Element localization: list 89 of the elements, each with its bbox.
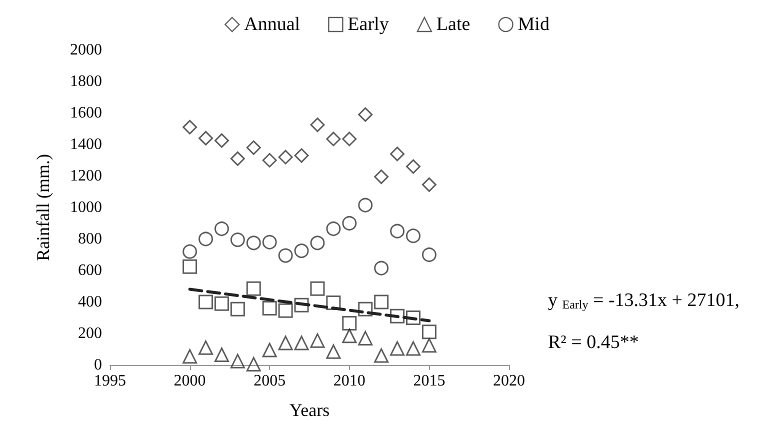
point (198, 340, 214, 355)
point (422, 248, 436, 262)
point (342, 216, 357, 230)
point (358, 330, 373, 346)
point (422, 338, 436, 353)
text: R² = 0.45** (548, 332, 639, 353)
point (262, 234, 277, 250)
x-axis-title: Years (289, 400, 330, 420)
point (230, 232, 245, 248)
point (278, 336, 293, 350)
x-tick-label: 2020 (493, 372, 525, 390)
point (182, 259, 198, 274)
point (198, 130, 214, 146)
point (182, 244, 198, 259)
y-axis-title: Rainfall (mm.) (33, 154, 53, 261)
x-tick-label: 2015 (413, 372, 446, 390)
point (326, 132, 341, 146)
point (310, 281, 325, 296)
legend-label: Annual (244, 14, 300, 35)
point (390, 308, 405, 324)
point (358, 198, 373, 212)
point (294, 244, 309, 258)
x-tick-label: 1995 (94, 372, 126, 390)
point (294, 336, 309, 350)
point (294, 148, 309, 163)
point (358, 107, 373, 122)
point (342, 328, 357, 344)
point (390, 224, 405, 238)
point (246, 236, 261, 250)
point (230, 354, 245, 368)
point (342, 132, 357, 146)
point (390, 341, 405, 356)
point (246, 356, 261, 372)
point (278, 248, 293, 263)
point (406, 310, 420, 325)
x-tick-label: 2005 (254, 372, 286, 390)
point (198, 232, 214, 246)
legend-label: Late (436, 14, 470, 35)
point (262, 342, 277, 358)
point (278, 303, 293, 318)
point (406, 228, 420, 244)
point (390, 146, 405, 162)
y-tick-label: 1800 (70, 73, 102, 90)
point (278, 150, 293, 164)
point (214, 133, 229, 148)
point (374, 260, 389, 276)
y-tick-label: 600 (78, 262, 102, 279)
point (262, 301, 277, 316)
point (230, 302, 245, 316)
x-tick-label: 2000 (174, 372, 206, 390)
point (182, 349, 198, 364)
text: y Early = -13.31x + 27101, (548, 290, 740, 312)
legend-label: Mid (518, 14, 550, 35)
point (310, 118, 325, 132)
point (198, 294, 214, 310)
point (310, 236, 325, 250)
point (246, 140, 261, 155)
point (374, 294, 389, 310)
y-tick-label: 1200 (70, 168, 102, 184)
y-tick-label: 2000 (70, 42, 102, 58)
point (374, 170, 389, 184)
y-tick-label: 0 (94, 356, 102, 374)
y-tick-label: 200 (78, 325, 102, 342)
point (326, 344, 341, 359)
point (406, 341, 420, 356)
legend-label: Early (348, 14, 390, 35)
y-tick-label: 400 (78, 294, 102, 310)
point (358, 302, 373, 316)
point (214, 296, 229, 311)
point (246, 281, 261, 296)
point (422, 177, 436, 192)
y-tick-label: 1000 (70, 199, 102, 216)
point (294, 298, 309, 312)
point (182, 120, 198, 134)
point (262, 153, 277, 168)
point (422, 324, 436, 340)
y-tick-label: 1600 (70, 104, 102, 122)
y-tick-label: 1400 (70, 136, 102, 153)
point (230, 151, 245, 166)
x-tick-label: 2010 (333, 372, 366, 390)
point (374, 348, 389, 363)
point (214, 222, 229, 236)
point (342, 316, 357, 331)
point (326, 296, 341, 310)
point (326, 222, 341, 236)
point (406, 159, 420, 174)
y-tick-label: 800 (78, 230, 102, 248)
point (310, 333, 325, 348)
point (214, 348, 229, 362)
